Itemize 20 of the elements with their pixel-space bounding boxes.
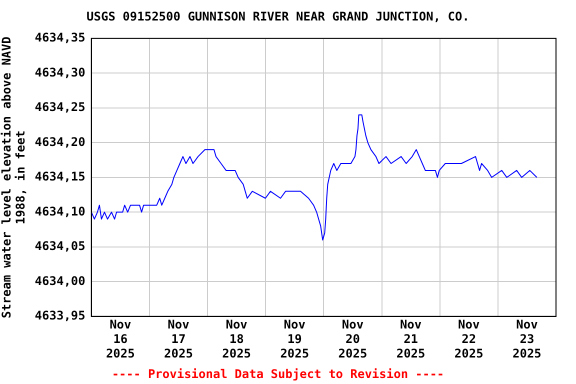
y-tick-label: 4634,05 [34,239,86,254]
x-tick-label: Nov 22 2025 [454,318,484,361]
x-tick-label: Nov 21 2025 [396,318,426,361]
y-tick-label: 4634,20 [34,134,86,149]
x-tick-label: Nov 19 2025 [280,318,310,361]
text: ---- Provisional Data Subject to Revision ---- [112,366,444,381]
y-tick-label: 4634,15 [34,170,86,184]
y-tick-label: 4634,35 [34,30,86,45]
y-tick-label: 4633,95 [34,308,86,323]
x-tick-label: Nov 18 2025 [222,318,252,361]
y-tick-label: 4634,10 [34,204,86,218]
y-tick-label: 4634,30 [34,65,86,80]
x-tick-label: Nov 23 2025 [512,318,542,361]
y-tick-label: 4634,25 [34,100,86,114]
chart-title: USGS 09152500 GUNNISON RIVER NEAR GRAND JUNCTION, CO. [86,9,470,24]
x-tick-label: Nov 16 2025 [106,318,135,361]
x-tick-label: Nov 17 2025 [164,318,193,361]
y-axis-title: Stream water level elevation above NAVD 1988, in feet [0,36,28,318]
x-tick-label: Nov 20 2025 [338,318,368,361]
y-tick-label: 4634,00 [34,274,86,288]
